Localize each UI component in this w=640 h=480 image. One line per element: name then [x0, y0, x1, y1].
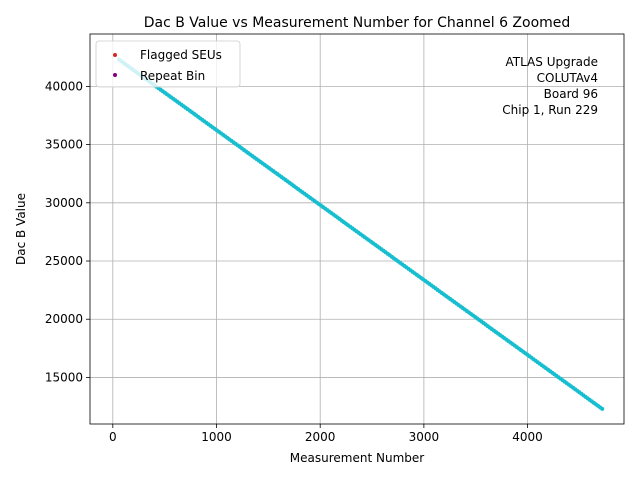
y-tick-label: 15000: [45, 370, 83, 384]
y-axis-label: Dac B Value: [14, 193, 28, 265]
legend-label-flagged-seus: Flagged SEUs: [140, 48, 222, 62]
annotation-box: ATLAS Upgrade COLUTAv4 Board 96 Chip 1, …: [502, 55, 598, 117]
x-tick-label: 2000: [305, 430, 336, 444]
axis-ticks: 0 1000 2000 3000 4000 15000 20000 25000 30000 350…: [45, 79, 543, 444]
y-tick-label: 30000: [45, 196, 83, 210]
y-tick-label: 40000: [45, 79, 83, 93]
legend-label-repeat-bin: Repeat Bin: [140, 69, 205, 83]
legend: Flagged SEUs Repeat Bin: [95, 40, 241, 88]
x-tick-label: 0: [109, 430, 117, 444]
plot-frame: [89, 33, 625, 425]
y-tick-label: 20000: [45, 312, 83, 326]
y-tick-label: 25000: [45, 254, 83, 268]
legend-box: [95, 40, 241, 88]
x-tick-label: 4000: [512, 430, 543, 444]
annotation-line-3: Board 96: [544, 87, 598, 101]
chart-title: Dac B Value vs Measurement Number for Ch…: [144, 15, 571, 31]
annotation-line-1: ATLAS Upgrade: [505, 55, 598, 69]
y-tick-label: 35000: [45, 138, 83, 152]
x-tick-label: 3000: [409, 430, 440, 444]
legend-marker-flagged-seus: [113, 53, 117, 57]
data-point: [600, 406, 605, 411]
annotation-line-4: Chip 1, Run 229: [502, 103, 598, 117]
annotation-line-2: COLUTAv4: [537, 71, 598, 85]
x-tick-label: 1000: [201, 430, 232, 444]
x-axis-label: Measurement Number: [290, 451, 424, 465]
legend-marker-repeat-bin: [113, 73, 117, 77]
grid: [90, 34, 624, 424]
